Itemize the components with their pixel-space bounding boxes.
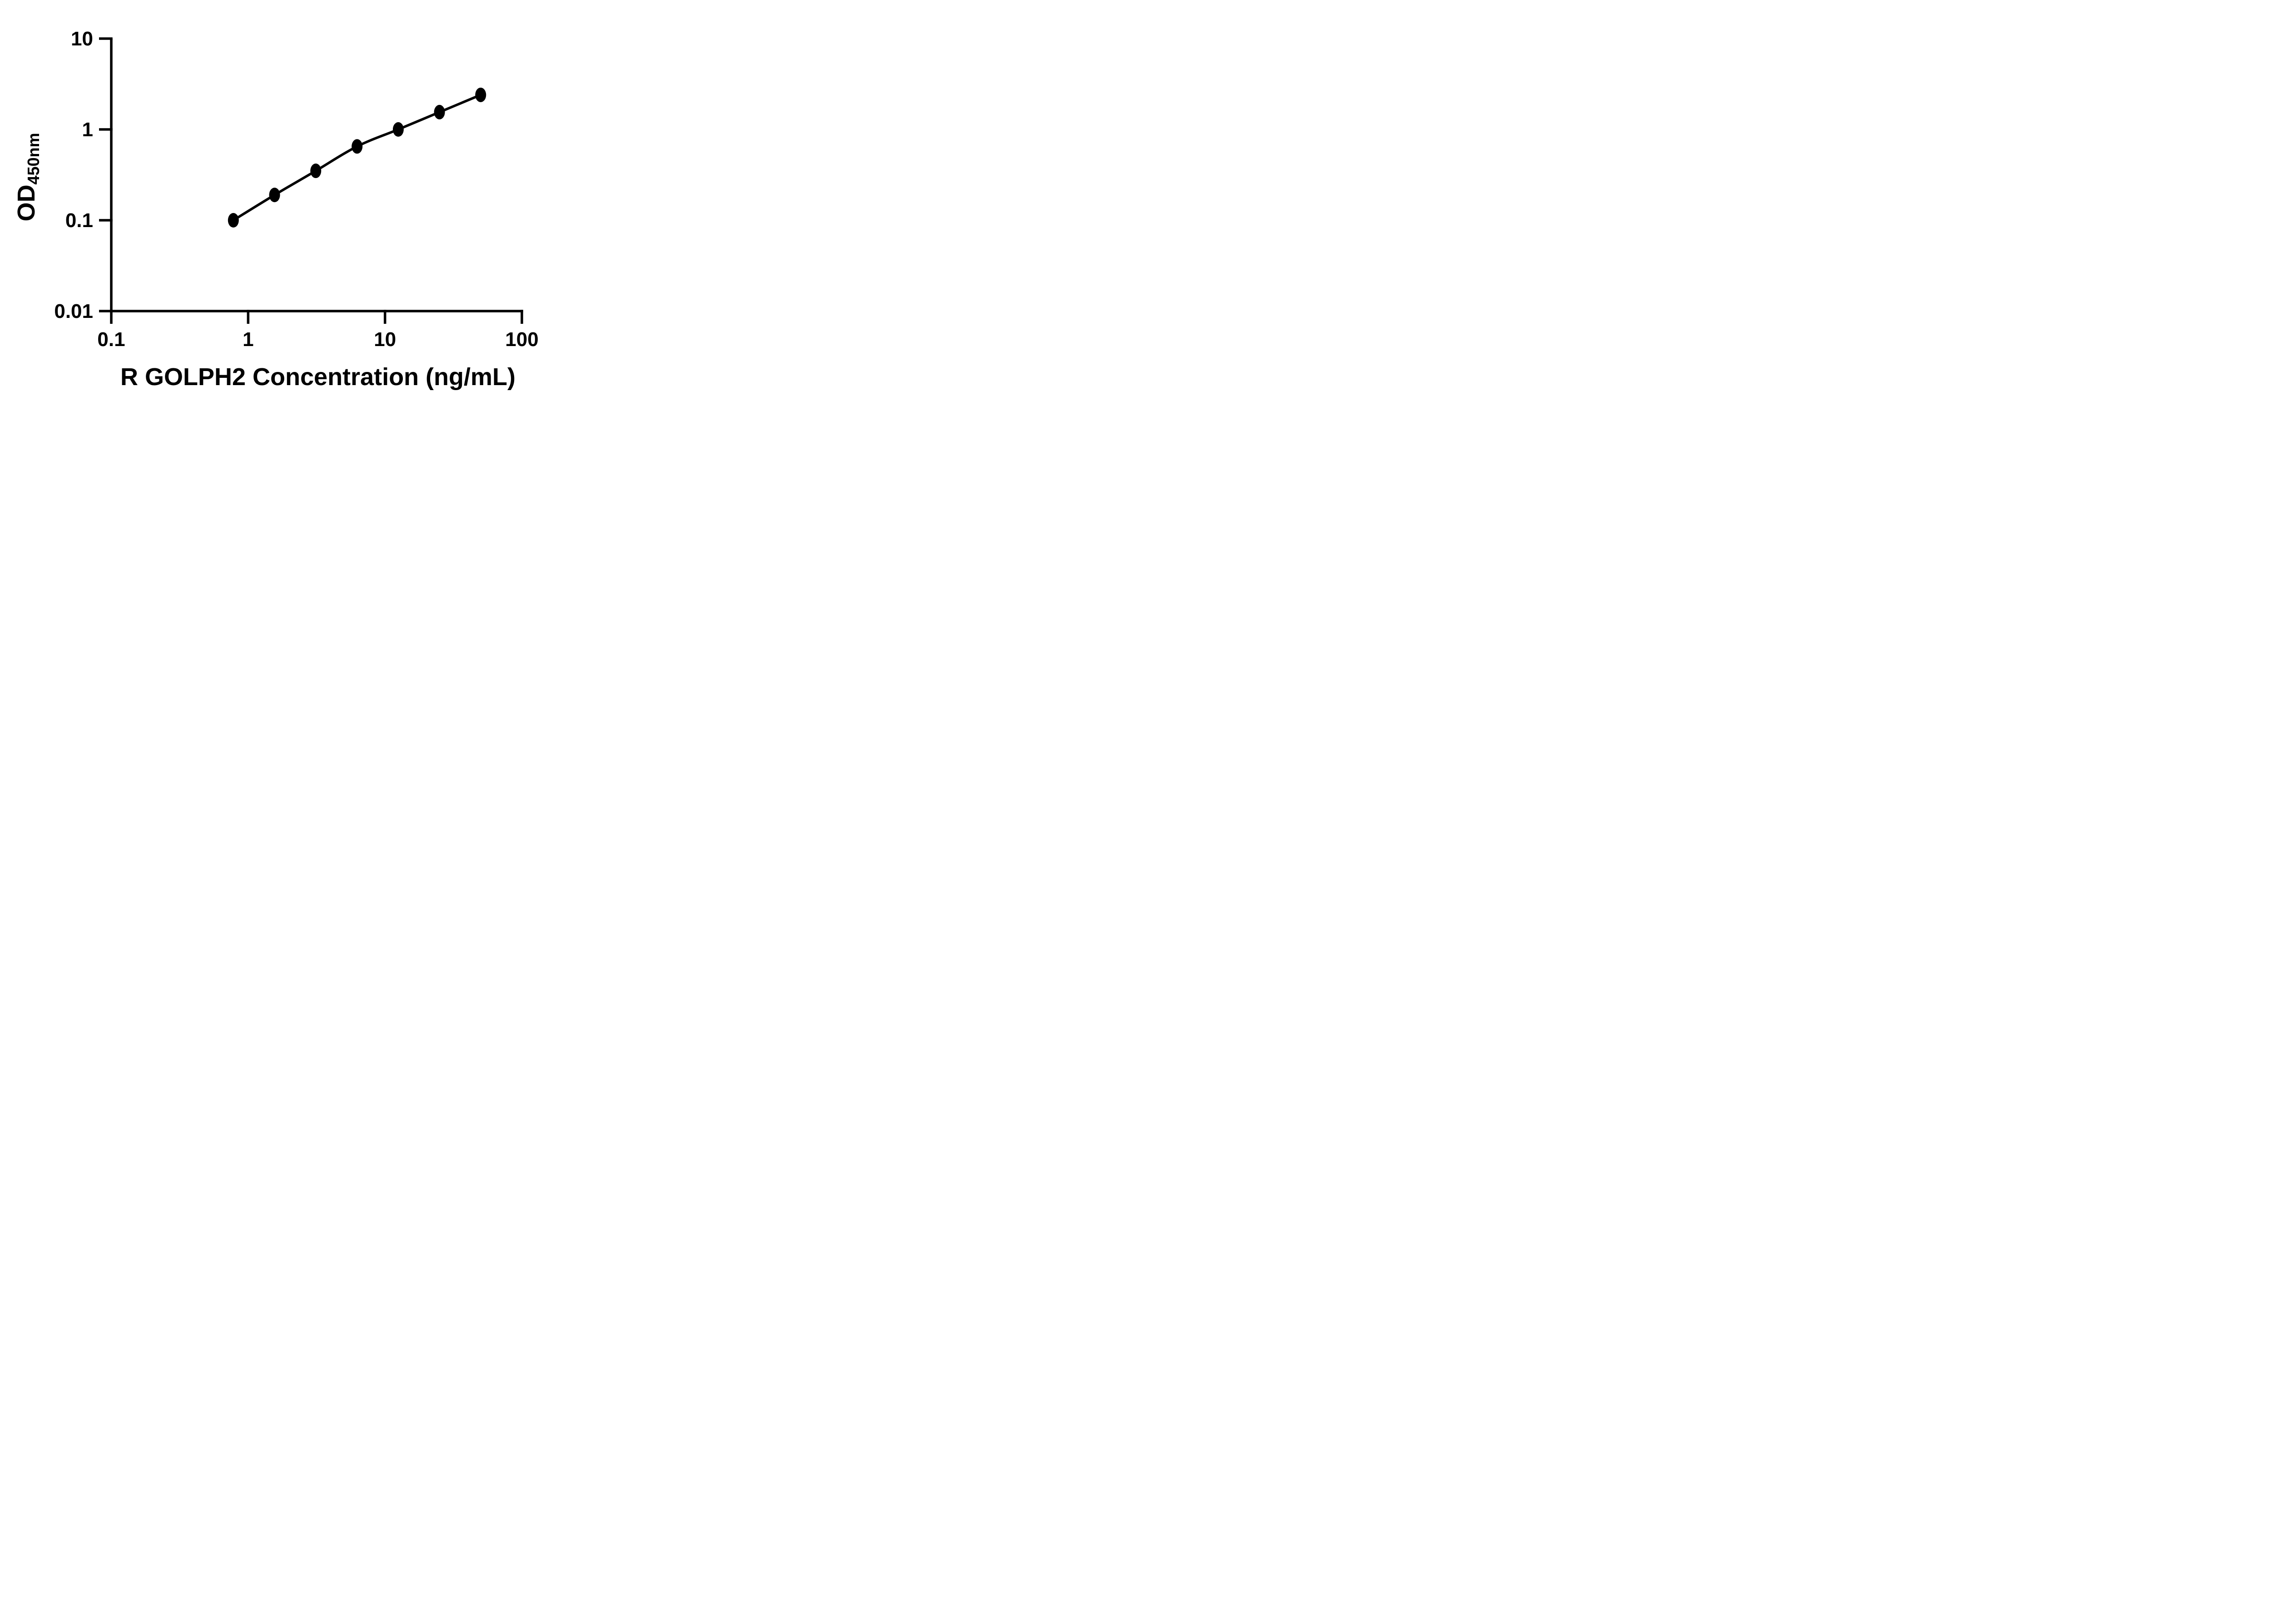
x-tick-label: 10 [374, 328, 396, 351]
data-point-marker [392, 122, 404, 137]
data-point-marker [352, 139, 363, 154]
data-point-marker [310, 163, 322, 178]
data-point-marker [434, 104, 445, 119]
y-tick-label: 1 [82, 119, 93, 141]
data-point-marker [269, 188, 280, 203]
y-axis-title-main: OD [13, 185, 40, 222]
y-axis-title-subscript: 450nm [24, 133, 43, 184]
y-tick-label: 0.1 [65, 209, 93, 232]
data-point-marker [475, 87, 486, 102]
x-axis-title: R GOLPH2 Concentration (ng/mL) [120, 363, 516, 391]
x-tick-label: 0.1 [97, 328, 125, 351]
data-point-marker [228, 213, 239, 228]
series-layer [228, 87, 486, 228]
x-tick-label: 100 [505, 328, 538, 351]
y-axis-title: OD450nm [13, 133, 43, 221]
y-tick-label: 10 [71, 28, 93, 50]
elisa-standard-curve-figure: 0.1 1 10 100 10 1 0.1 0.01 R GOLPH2 Concentrati… [0, 0, 584, 406]
y-tick-label: 0.01 [54, 300, 93, 322]
x-tick-label: 1 [243, 328, 253, 351]
